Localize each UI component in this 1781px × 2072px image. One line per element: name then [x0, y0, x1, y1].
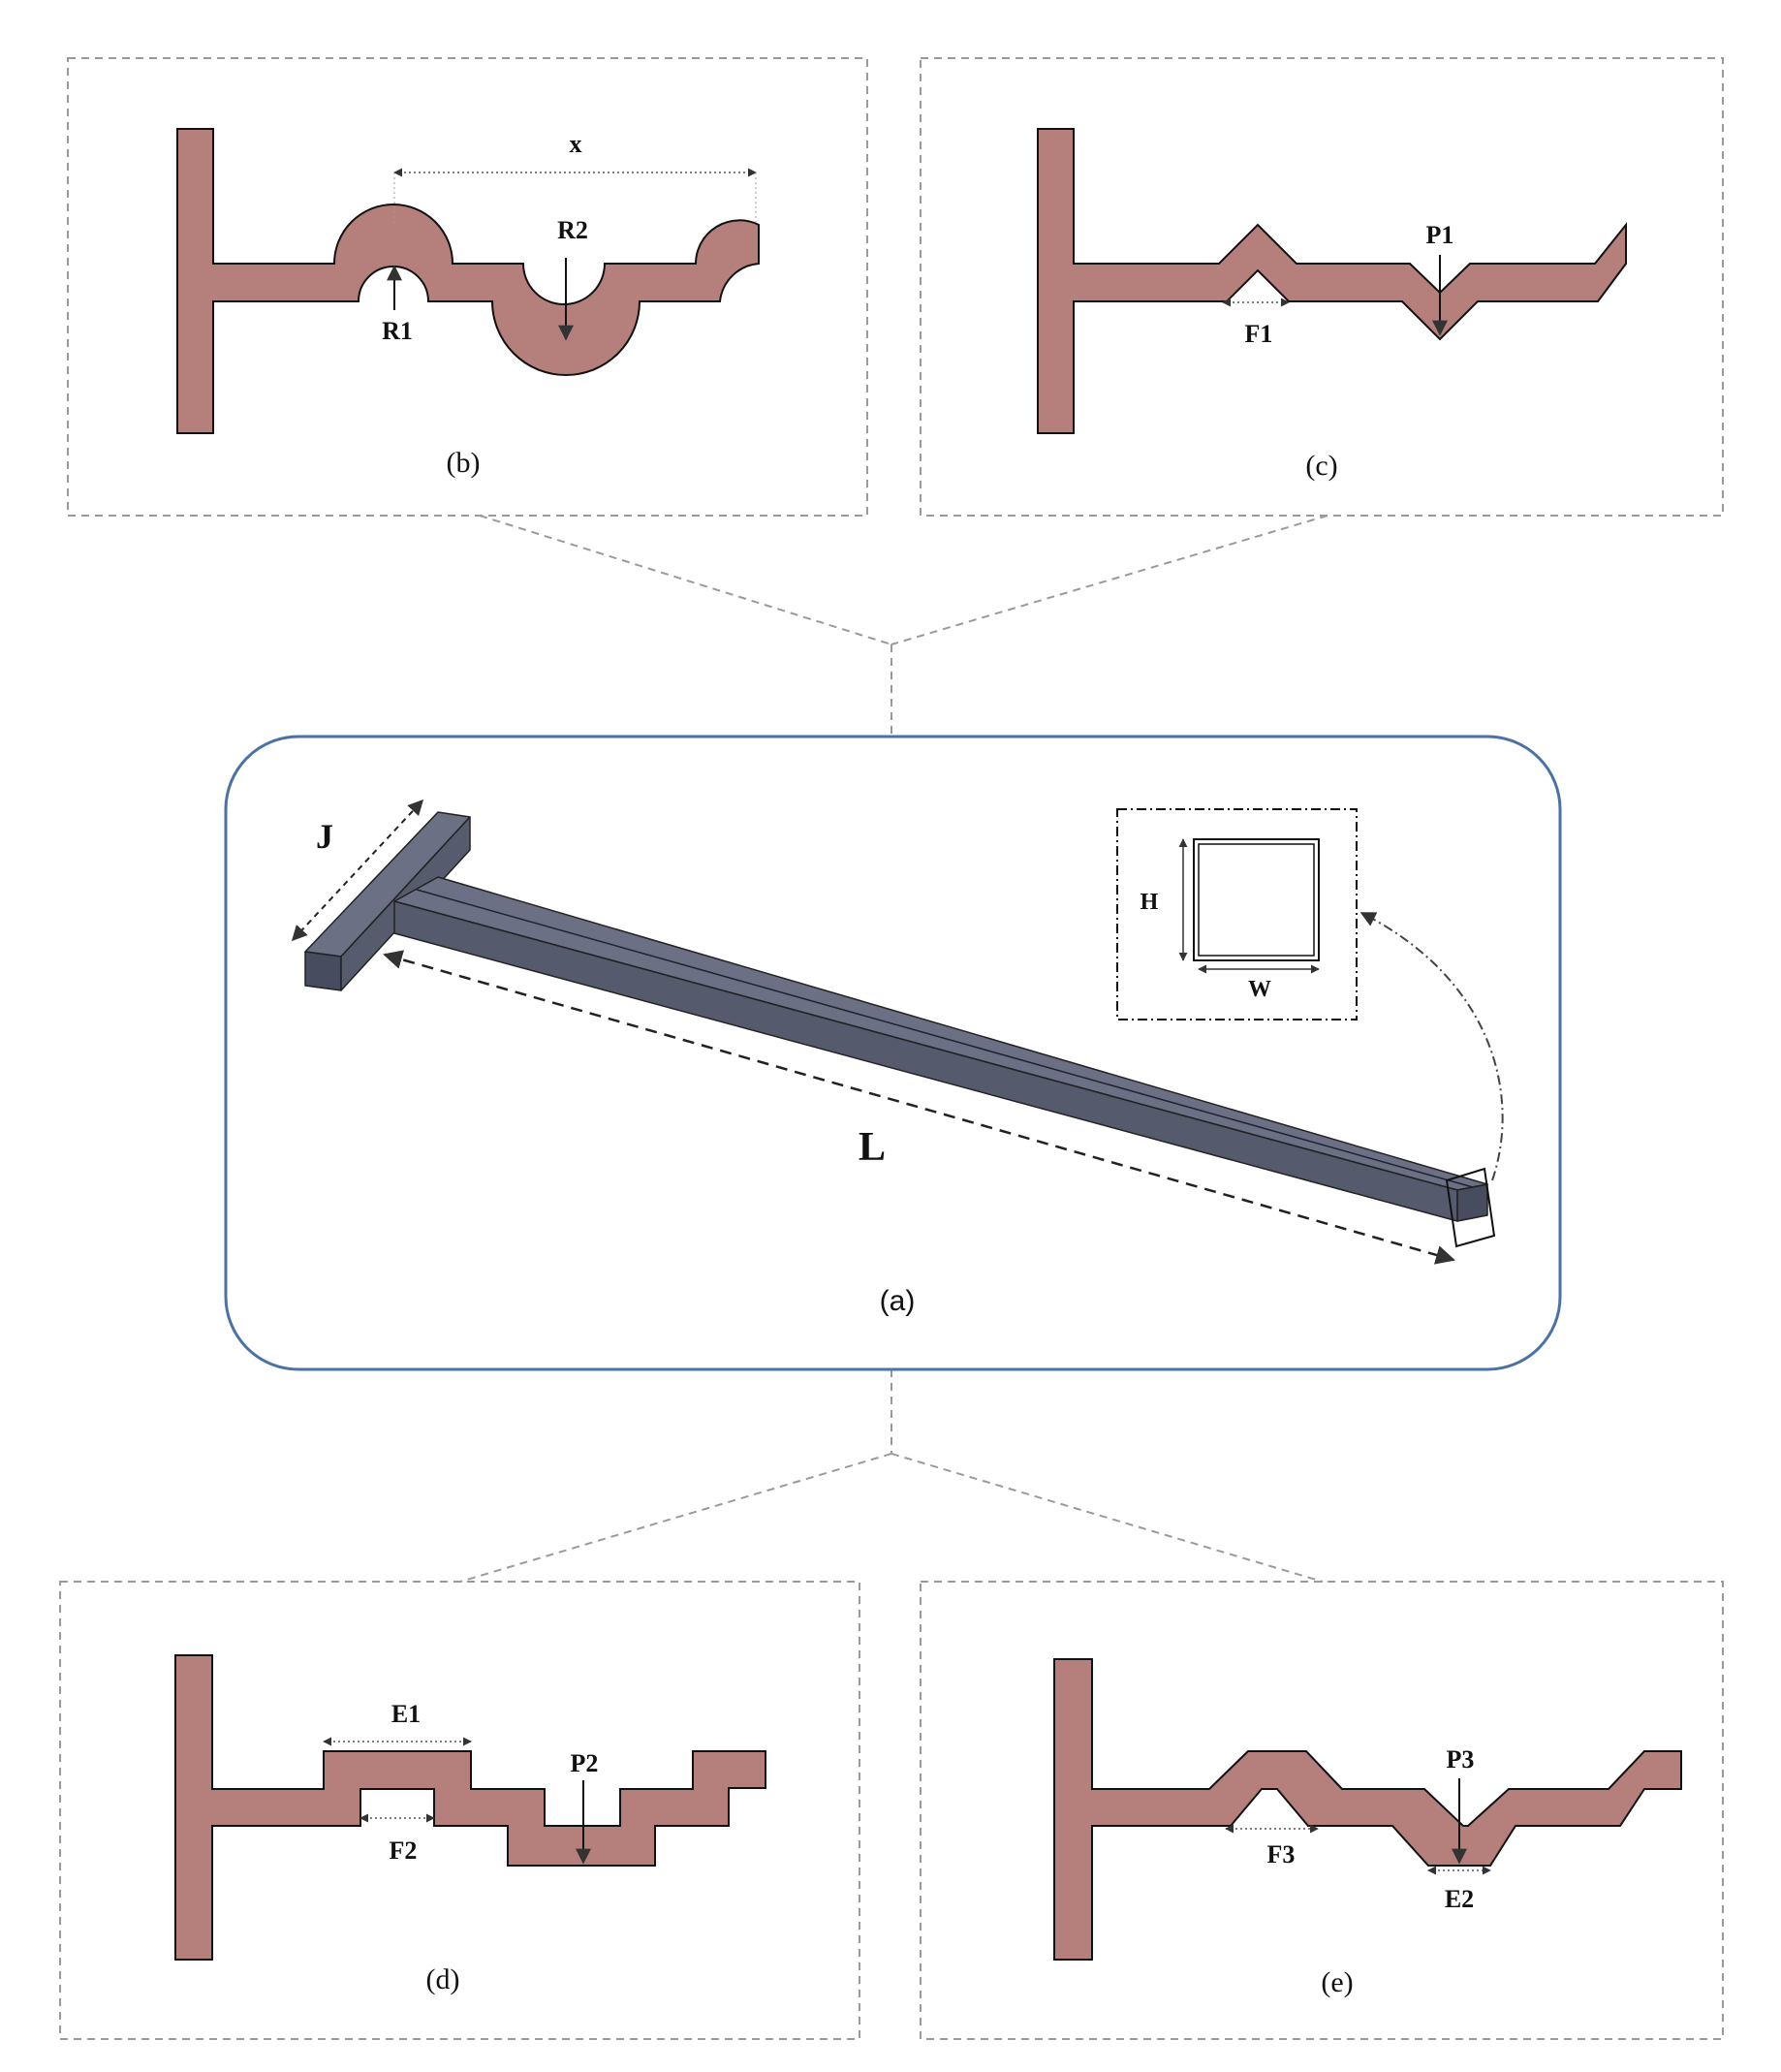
cross-section-outer [1193, 838, 1320, 961]
label-j: J [316, 817, 333, 856]
panel-c: F1 P1 (c) [920, 57, 1724, 517]
profile-d-steps [174, 1654, 766, 1961]
label-h: H [1140, 890, 1159, 915]
caption-a: (a) [880, 1285, 916, 1317]
label-p3: P3 [1447, 1745, 1475, 1774]
label-r1: R1 [382, 317, 413, 345]
caption-e: (e) [1321, 1966, 1353, 1998]
label-f2: F2 [390, 1837, 418, 1865]
label-p2: P2 [571, 1749, 599, 1777]
beam-end [1456, 1183, 1488, 1222]
panel-d: E1 F2 P2 (d) [59, 1581, 860, 2040]
caption-c: (c) [1305, 450, 1337, 482]
connector-lines [459, 515, 1328, 1583]
panel-d-frame [59, 1581, 860, 2040]
label-f1: F1 [1245, 320, 1273, 348]
label-r2: R2 [557, 216, 588, 244]
panel-e-frame [920, 1581, 1724, 2040]
label-x: x [570, 130, 582, 158]
profile-b-arcs [176, 128, 760, 434]
label-w: W [1248, 977, 1271, 1002]
panel-b: x R1 R2 (b) [67, 57, 868, 517]
label-e2: E2 [1445, 1885, 1474, 1913]
label-p1: P1 [1426, 221, 1454, 249]
beam-top [393, 876, 1488, 1191]
panel-b-frame [67, 57, 868, 517]
beam-front [393, 900, 1458, 1222]
crossbar-front [304, 951, 342, 991]
profile-e-trapezoid [1053, 1658, 1682, 1961]
label-l: L [859, 1125, 886, 1170]
cross-section-frame [1116, 808, 1358, 1020]
label-f3: F3 [1267, 1840, 1296, 1868]
panel-c-frame [920, 57, 1724, 517]
panel-a: J L H W (a) [224, 735, 1562, 1371]
profile-c-zigzag [1037, 128, 1627, 434]
cross-section-inner [1198, 843, 1315, 957]
detail-link-arrow [1359, 912, 1504, 1181]
panel-e: F3 P3 E2 (e) [920, 1581, 1724, 2040]
dimension-l-arrow [383, 950, 1455, 1265]
panel-a-frame [224, 735, 1562, 1371]
caption-d: (d) [426, 1963, 460, 1995]
t-beam [304, 811, 1488, 1222]
label-e1: E1 [391, 1700, 421, 1728]
caption-b: (b) [447, 447, 481, 479]
